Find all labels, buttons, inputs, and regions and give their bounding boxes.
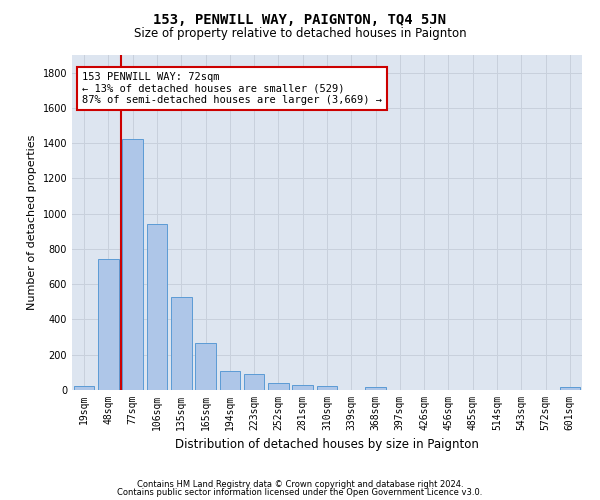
Text: 153 PENWILL WAY: 72sqm
← 13% of detached houses are smaller (529)
87% of semi-de: 153 PENWILL WAY: 72sqm ← 13% of detached… (82, 72, 382, 105)
Text: Size of property relative to detached houses in Paignton: Size of property relative to detached ho… (134, 28, 466, 40)
Text: 153, PENWILL WAY, PAIGNTON, TQ4 5JN: 153, PENWILL WAY, PAIGNTON, TQ4 5JN (154, 12, 446, 26)
Bar (220, 372, 240, 390)
Bar (98, 258, 119, 390)
Bar (146, 224, 167, 390)
Bar (244, 374, 265, 390)
Bar (74, 386, 94, 390)
Bar (171, 296, 191, 390)
Bar (560, 388, 580, 390)
Bar (122, 138, 143, 390)
Bar (317, 386, 337, 390)
Y-axis label: Number of detached properties: Number of detached properties (27, 135, 37, 310)
Bar (292, 385, 313, 390)
Bar (365, 387, 386, 390)
Bar (195, 344, 216, 390)
X-axis label: Distribution of detached houses by size in Paignton: Distribution of detached houses by size … (175, 438, 479, 452)
Text: Contains HM Land Registry data © Crown copyright and database right 2024.: Contains HM Land Registry data © Crown c… (137, 480, 463, 489)
Text: Contains public sector information licensed under the Open Government Licence v3: Contains public sector information licen… (118, 488, 482, 497)
Bar (268, 384, 289, 390)
